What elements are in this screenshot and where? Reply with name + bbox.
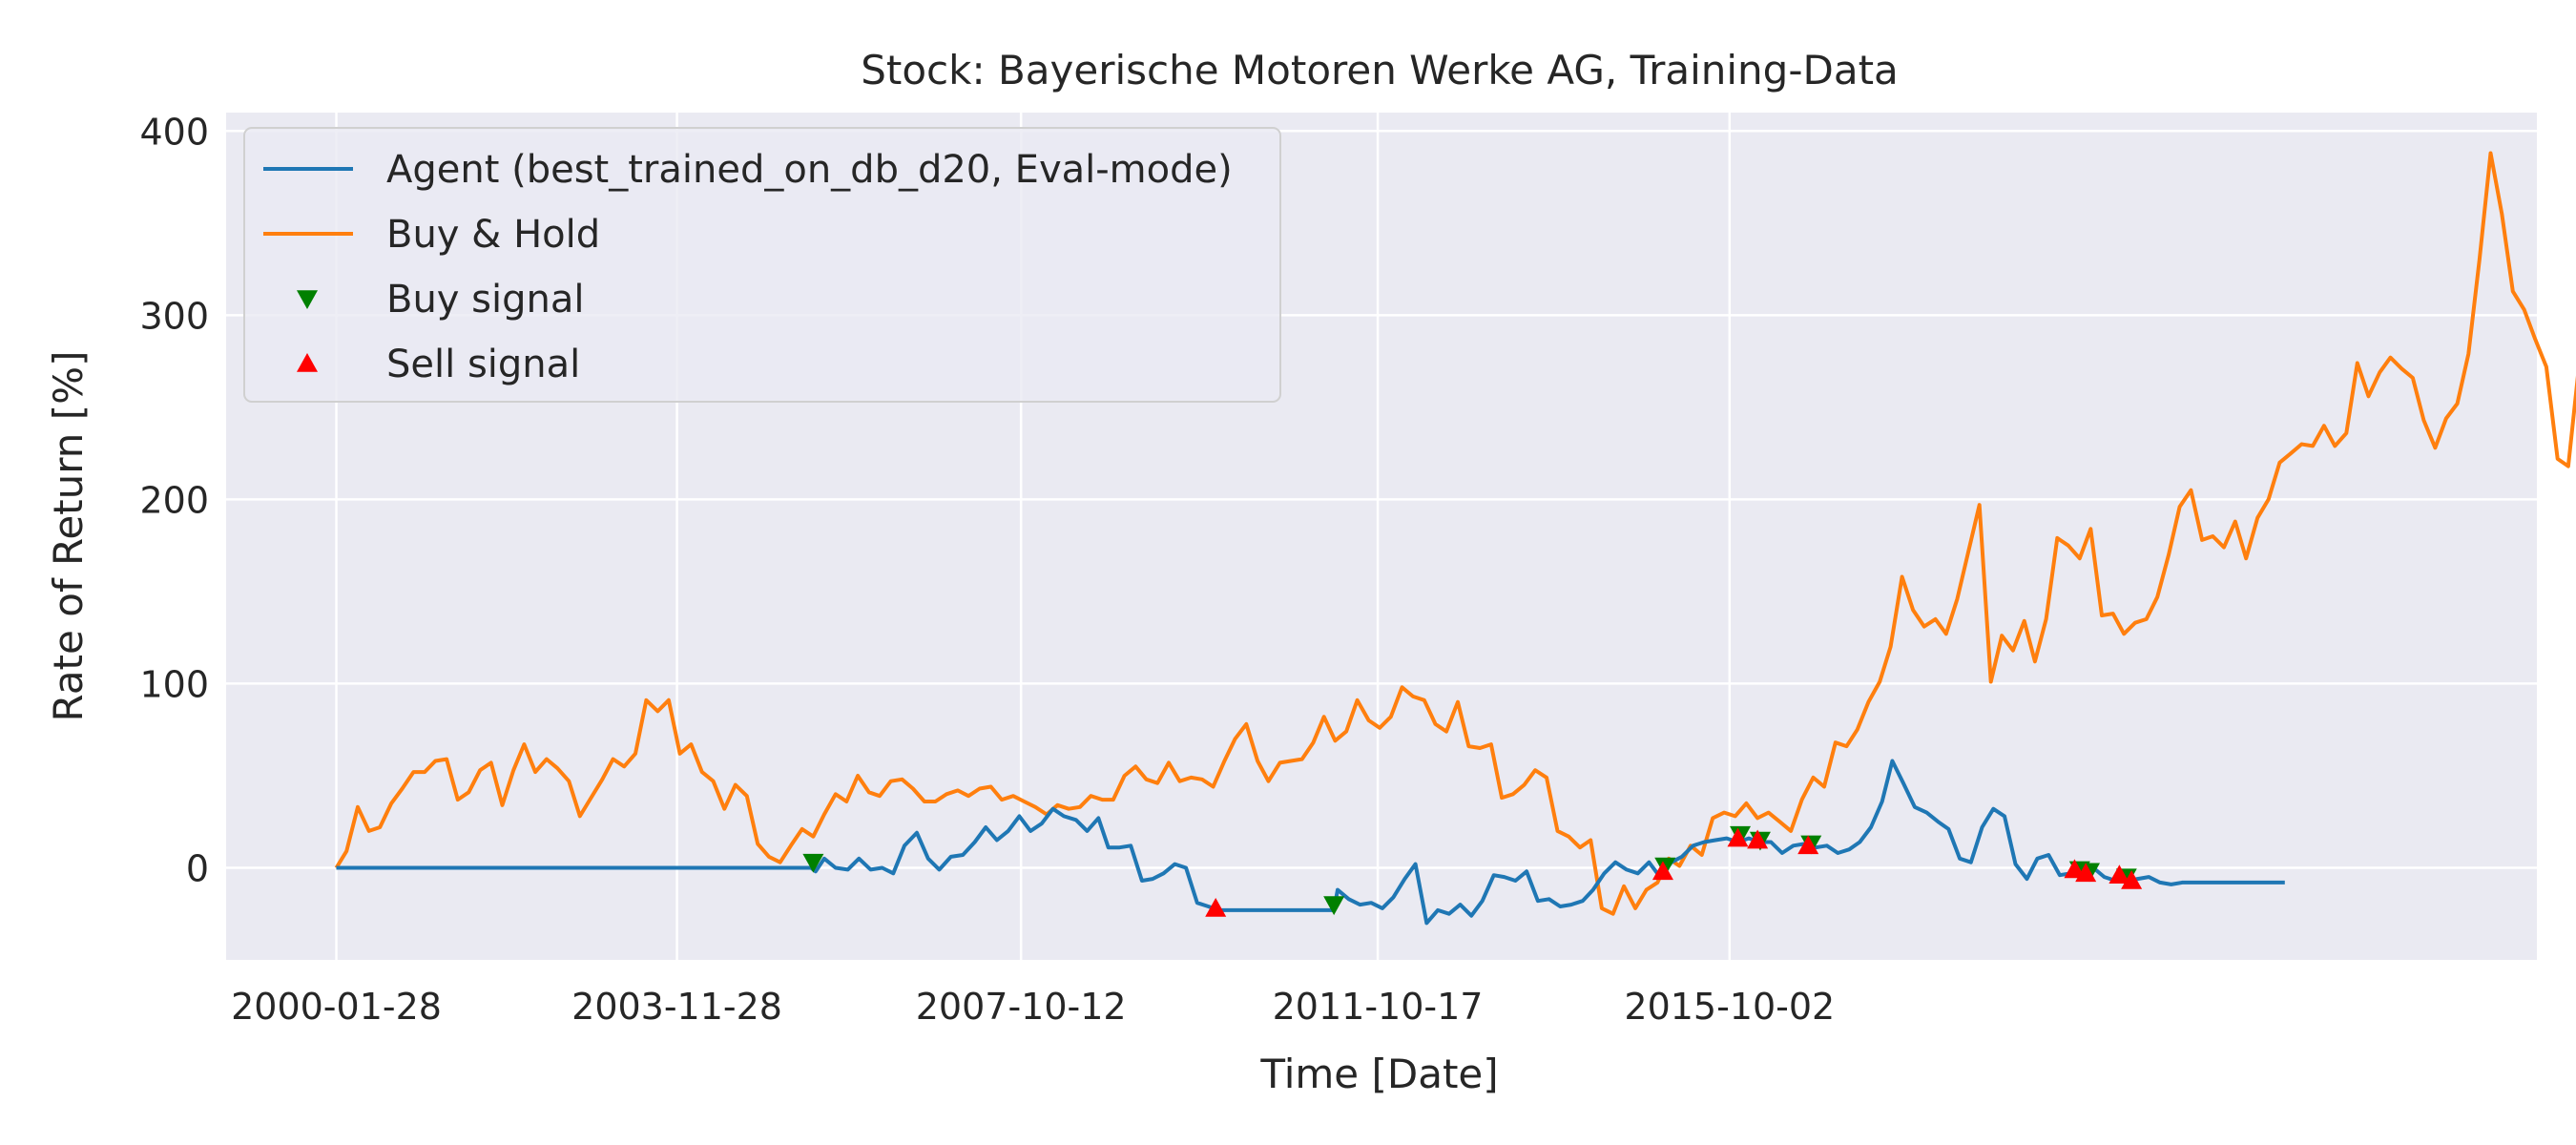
y-tick-label: 100 xyxy=(139,663,209,705)
y-tick-label: 300 xyxy=(139,295,209,337)
legend-items: Agent (best_trained_on_db_d20, Eval-mode… xyxy=(263,148,1233,386)
sell-signal-marker xyxy=(1205,897,1227,917)
x-tick-label: 2015-10-02 xyxy=(1624,986,1835,1028)
x-tick-label: 2007-10-12 xyxy=(916,986,1127,1028)
chart-title: Stock: Bayerische Motoren Werke AG, Trai… xyxy=(861,47,1899,94)
series-layer xyxy=(334,151,2576,926)
signal-markers xyxy=(802,825,2143,917)
y-tick-label: 400 xyxy=(139,111,209,153)
sell-signal-marker xyxy=(2075,863,2097,883)
legend-label: Sell signal xyxy=(386,343,580,386)
y-tick-label: 0 xyxy=(186,847,209,889)
legend-box xyxy=(243,127,1281,403)
sell-signal-marker xyxy=(2064,859,2086,879)
legend-label: Buy signal xyxy=(386,278,585,322)
y-tick-labels: 0 100 200 300 400 xyxy=(139,111,209,889)
buy-signal-marker xyxy=(802,853,824,873)
legend-swatch xyxy=(297,353,318,372)
buy-hold-line xyxy=(334,151,2576,916)
sell-signal-marker xyxy=(2109,864,2130,884)
legend-swatch xyxy=(297,290,318,309)
legend-label: Agent (best_trained_on_db_d20, Eval-mode… xyxy=(386,148,1233,192)
x-tick-label: 2003-11-28 xyxy=(571,986,782,1028)
sell-signal-marker xyxy=(1797,835,1819,855)
legend-label: Buy & Hold xyxy=(386,213,600,257)
buy-signal-marker xyxy=(1323,896,1345,916)
legend: Agent (best_trained_on_db_d20, Eval-mode… xyxy=(243,127,1281,403)
sell-signal-marker xyxy=(1727,827,1749,847)
x-tick-label: 2011-10-17 xyxy=(1273,986,1484,1028)
sell-signal-marker xyxy=(2121,869,2143,889)
y-axis-label: Rate of Return [%] xyxy=(45,351,92,722)
y-tick-label: 200 xyxy=(139,479,209,521)
x-tick-labels: 2000-01-28 2003-11-28 2007-10-12 2011-10-17… xyxy=(231,986,1835,1028)
x-axis-label: Time [Date] xyxy=(1259,1051,1498,1097)
agent-line xyxy=(336,759,2285,926)
sell-signal-marker xyxy=(1747,829,1769,849)
x-tick-label: 2000-01-28 xyxy=(231,986,442,1028)
sell-signal-marker xyxy=(1652,861,1673,881)
